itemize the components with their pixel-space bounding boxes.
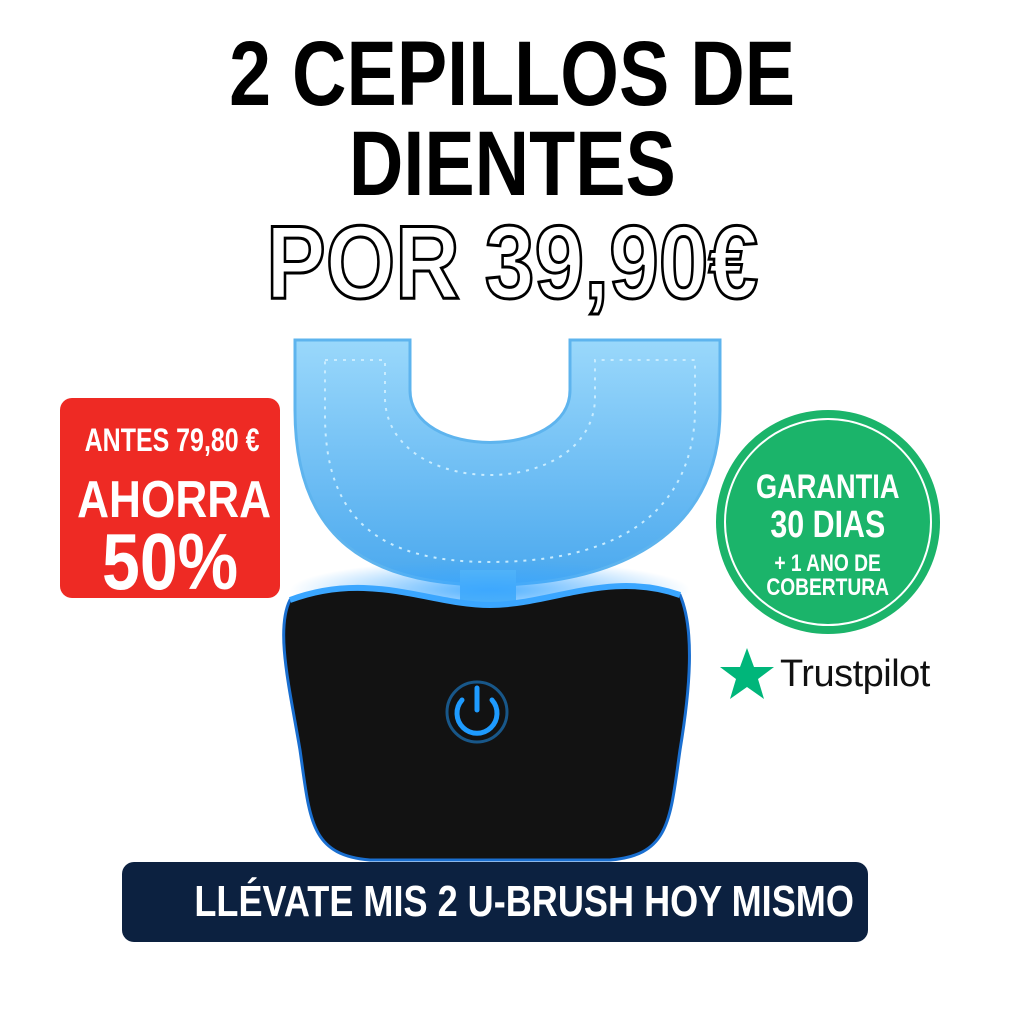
badge-ring bbox=[724, 418, 932, 626]
star-icon bbox=[720, 648, 774, 699]
charging-base bbox=[282, 583, 691, 862]
discount-badge: ANTES 79,80 € AHORRA 50% bbox=[60, 398, 280, 606]
headline-line-1: 2 CEPILLOS DE bbox=[229, 23, 795, 125]
cta-button[interactable]: LLÉVATE MIS 2 U-BRUSH HOY MISMO bbox=[122, 862, 868, 942]
guarantee-badge: GARANTIA 30 DIAS + 1 ANO DE COBERTURA bbox=[716, 410, 940, 634]
trustpilot-logo: Trustpilot bbox=[718, 644, 930, 704]
headline-line-2: DIENTES bbox=[348, 113, 676, 215]
trustpilot-label: Trustpilot bbox=[780, 652, 930, 695]
save-label: AHORRA bbox=[77, 471, 272, 529]
before-price: ANTES 79,80 € bbox=[84, 422, 260, 458]
power-icon[interactable] bbox=[445, 680, 509, 744]
headline-price: POR 39,90€ bbox=[265, 204, 760, 323]
u-brush-product-image bbox=[282, 338, 722, 862]
discount-percent: 50% bbox=[101, 517, 239, 606]
